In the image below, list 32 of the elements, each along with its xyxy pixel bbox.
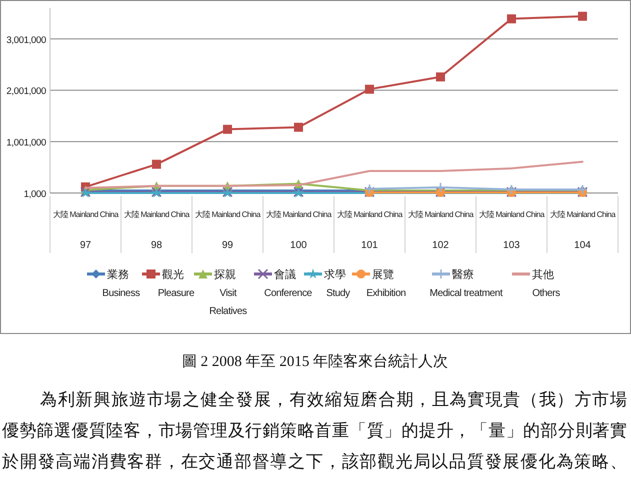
legend-label: 其他 Others xyxy=(532,268,560,299)
text: 為利新興旅遊市場之健全發展，有效縮短磨合期，且為實現貴（我）方市場 xyxy=(40,390,627,409)
text: 大陸 Mainland China xyxy=(478,210,546,219)
text: 大陸 Mainland China xyxy=(336,210,404,219)
caption: 圖 2 2008 年至 2015 年陸客來台統計人次 xyxy=(182,353,448,370)
legend-label: 展覽 Exhibition xyxy=(366,269,406,299)
text: 大陸 Mainland China xyxy=(550,210,616,219)
x-tick-label: 101 xyxy=(361,240,378,251)
text: 大陸 Mainland China xyxy=(408,210,474,219)
y-tick-label: 3,001,000 xyxy=(6,34,46,46)
y-tick-label: 1,001,000 xyxy=(6,138,46,149)
legend-label: 醫療 Medical treatment xyxy=(430,268,503,299)
x-tick-label: 104 xyxy=(574,240,592,251)
text: 大陸 Mainland China xyxy=(52,210,120,219)
x-tick-label: 100 xyxy=(290,240,308,251)
text: 優勢篩選優質陸客，市場管理及行銷策略首重「質」的提升，「量」的部分則著實 xyxy=(2,421,627,440)
legend-label: 觀光 Pleasure xyxy=(158,268,195,299)
legend-label: 會議 Conference xyxy=(264,268,313,299)
y-tick-label: 1,000 xyxy=(24,189,46,200)
legend-label: 探親 Visit Relatives xyxy=(209,268,248,317)
text: 大陸 Mainland China xyxy=(266,210,332,219)
legend-label: 業務 Business xyxy=(102,269,140,299)
text: 於開發高端消費客群，在交通部督導之下，該部觀光局以品質發展優化為策略、 xyxy=(2,452,627,471)
text: 大陸 Mainland China xyxy=(124,210,190,219)
x-tick-label: 99 xyxy=(222,240,234,251)
text: 大陸 Mainland China xyxy=(194,210,262,219)
y-tick-label: 2,001,000 xyxy=(6,86,46,98)
x-tick-label: 103 xyxy=(503,240,520,251)
x-tick-label: 97 xyxy=(80,240,92,251)
x-tick-label: 102 xyxy=(432,240,450,251)
x-tick-label: 98 xyxy=(150,240,162,251)
legend-label: 求學 Study xyxy=(324,268,350,299)
